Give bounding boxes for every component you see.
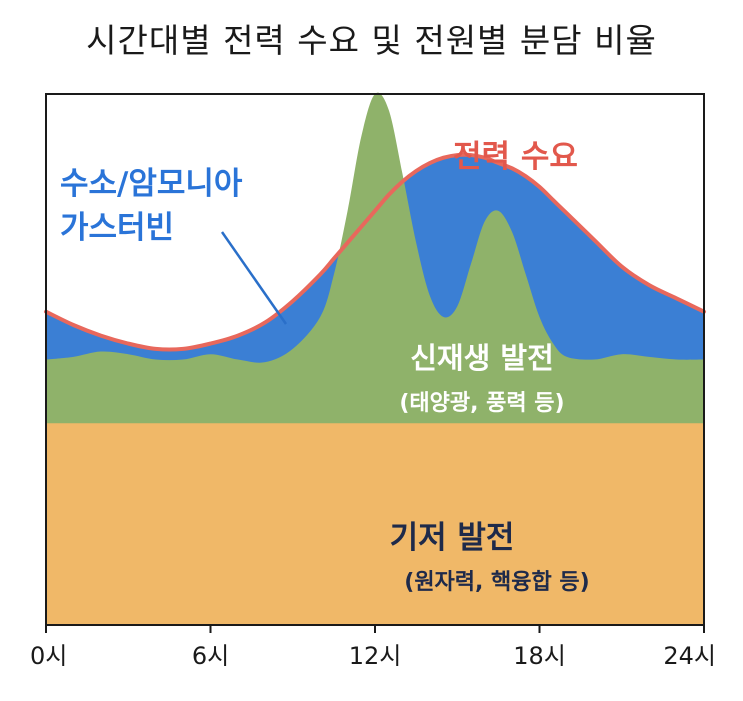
hydrogen-turbine-label-line2: 가스터빈 bbox=[60, 210, 174, 246]
chart-title: 시간대별 전력 수요 및 전원별 분담 비율 bbox=[86, 21, 657, 60]
baseload-generation-sublabel: (원자력, 핵융합 등) bbox=[404, 569, 589, 595]
renewable-generation-sublabel: (태양광, 풍력 등) bbox=[399, 391, 564, 416]
x-tick-label: 0시 bbox=[30, 642, 67, 670]
x-tick-label: 24시 bbox=[663, 642, 716, 670]
x-tick-label: 12시 bbox=[349, 642, 402, 670]
hydrogen-turbine-label-line1: 수소/암모니아 bbox=[60, 166, 243, 202]
x-tick-label: 6시 bbox=[192, 642, 229, 670]
baseload-generation-label: 기저 발전 bbox=[390, 520, 515, 556]
hydrogen-turbine-leader-line bbox=[220, 231, 288, 325]
x-tick-label: 18시 bbox=[513, 642, 566, 670]
power-demand-label: 전력 수요 bbox=[453, 139, 578, 175]
renewable-generation-label: 신재생 발전 bbox=[410, 341, 554, 375]
power-demand-line bbox=[44, 152, 706, 352]
baseload-generation-area bbox=[46, 423, 704, 625]
